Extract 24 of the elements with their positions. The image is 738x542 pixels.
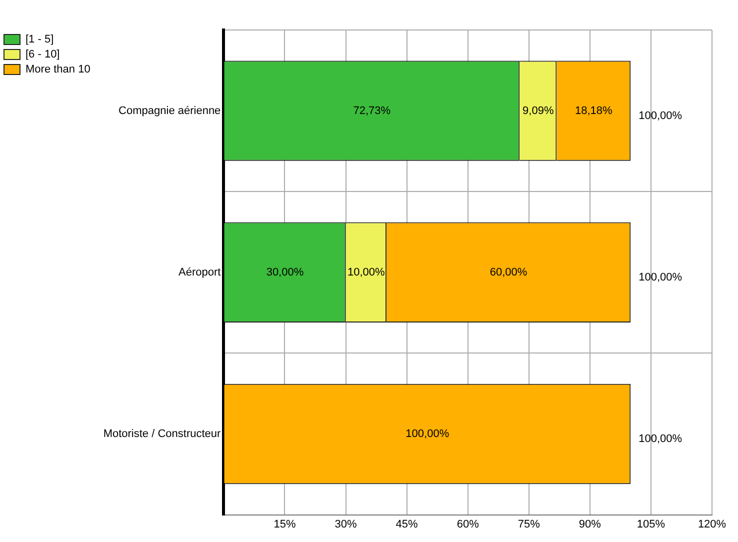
legend-label: [1 - 5] [26,34,54,46]
y-tick-label: Motoriste / Constructeur [103,428,222,440]
data-label: 60,00% [490,266,528,278]
x-tick-label: 60% [456,518,480,530]
data-label: 100,00% [406,428,450,440]
total-label: 100,00% [638,110,682,122]
data-label: 18,18% [574,104,612,117]
y-tick-label: Compagnie aérienne [118,104,221,117]
x-tick-label: 105% [636,518,666,530]
x-tick-label: 75% [518,518,540,530]
x-tick-label: 90% [578,518,602,530]
x-tick-label: 30% [334,518,357,530]
data-label: 30,00% [266,266,304,278]
total-label: 100,00% [638,271,682,284]
legend-label: More than 10 [26,64,90,76]
data-label: 10,00% [347,266,385,278]
data-label: 72,73% [353,104,391,117]
total-label: 100,00% [638,433,682,446]
data-label: 9,09% [522,104,554,117]
x-tick-label: 15% [274,518,296,530]
x-tick-label: 120% [698,518,726,530]
legend-label: [6 - 10] [26,48,60,61]
x-tick-label: 45% [396,518,418,530]
y-tick-label: Aéroport [178,266,221,278]
